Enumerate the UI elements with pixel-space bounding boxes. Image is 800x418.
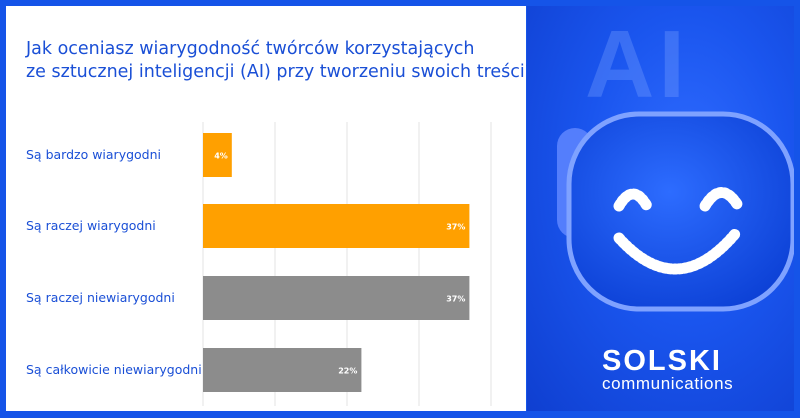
bar-value-label-0: 4% — [214, 152, 228, 161]
category-label-very-credible: Są bardzo wiarygodni — [26, 147, 162, 162]
bar-0 — [203, 133, 232, 177]
brand-logo-tagline: communications — [602, 374, 734, 393]
title-line-2: ze sztucznej inteligencji (AI) przy twor… — [26, 62, 535, 82]
robot-head-icon — [557, 111, 794, 312]
title-line-1: Jak oceniasz wiarygodność twórców korzys… — [26, 39, 475, 59]
category-label-rather-credible: Są raczej wiarygodni — [26, 218, 156, 233]
brand-logo-name: SOLSKI — [602, 345, 722, 377]
ai-background-text: AI — [585, 11, 689, 118]
category-label-rather-not-credible: Są raczej niewiarygodni — [26, 290, 175, 305]
bar-value-label-3: 22% — [338, 367, 357, 376]
bar-value-label-2: 37% — [446, 295, 465, 304]
category-label-not-credible-at-all: Są całkowicie niewiarygodni — [26, 362, 202, 377]
bar-2 — [203, 276, 470, 320]
chart-title: Jak oceniasz wiarygodność twórców korzys… — [26, 38, 535, 84]
bar-1 — [203, 204, 470, 248]
bar-3 — [203, 348, 362, 392]
ai-robot-illustration: AI — [527, 6, 794, 411]
bar-value-label-1: 37% — [446, 223, 465, 232]
